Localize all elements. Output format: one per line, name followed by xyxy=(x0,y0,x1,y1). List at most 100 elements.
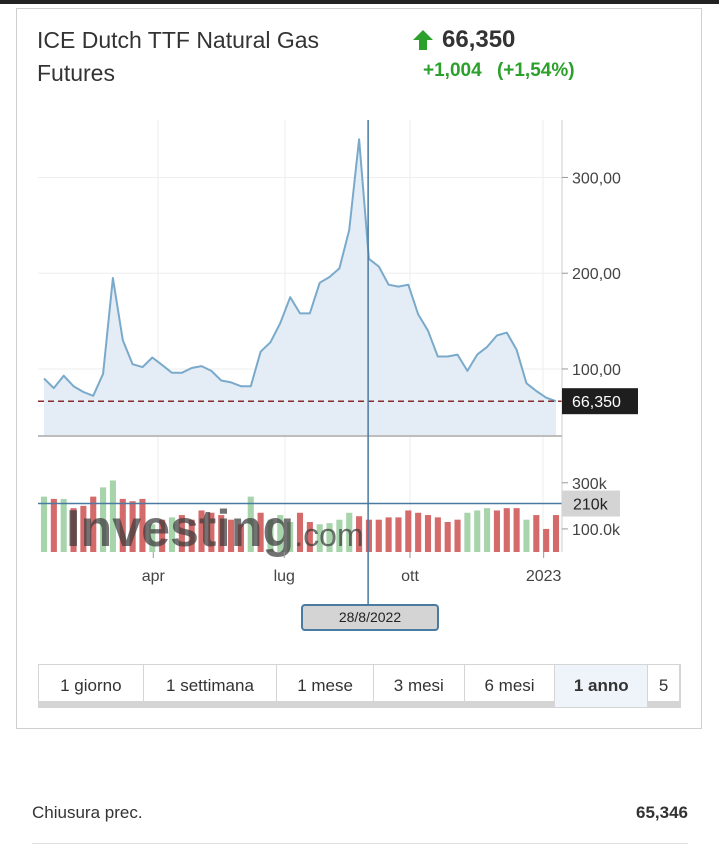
volume-bar xyxy=(513,508,520,552)
volume-bar xyxy=(129,501,136,552)
volume-bar xyxy=(90,496,97,552)
last-price: 66,350 xyxy=(442,26,516,53)
range-button-1-anno[interactable]: 1 anno xyxy=(555,665,649,707)
range-button-underline xyxy=(464,701,555,707)
range-button-label: 1 mese xyxy=(297,676,353,695)
price-tick-label: 200,00 xyxy=(572,266,621,283)
volume-bar xyxy=(454,519,461,552)
volume-bar xyxy=(247,496,254,552)
volume-bar xyxy=(257,512,264,552)
volume-bar xyxy=(385,517,392,552)
volume-bar xyxy=(523,519,530,552)
volume-bar xyxy=(188,519,195,552)
range-button-1-mese[interactable]: 1 mese xyxy=(277,665,374,707)
volume-bar xyxy=(287,522,294,552)
volume-bar xyxy=(198,510,205,552)
watermark-text: Investing xyxy=(66,500,294,558)
price-chart[interactable]: Investing.com 300,00 200,00 100,00 66,350 300… xyxy=(0,0,719,650)
volume-bar xyxy=(139,498,146,552)
range-button-label: 1 anno xyxy=(573,676,629,695)
volume-bar xyxy=(277,515,284,552)
prev-close-label: Chiusura prec. xyxy=(32,803,143,822)
range-button-label: 3 mesi xyxy=(393,676,444,695)
last-price-tag xyxy=(562,388,638,415)
x-tick-label: apr xyxy=(142,568,166,585)
x-tick-label: lug xyxy=(274,568,295,585)
range-button-label: 1 settimana xyxy=(166,676,254,695)
volume-bar xyxy=(60,498,67,552)
volume-bar xyxy=(326,523,333,552)
volume-bar xyxy=(168,517,176,552)
volume-bar xyxy=(434,517,441,552)
volume-marker-tag xyxy=(562,490,620,517)
range-button-underline xyxy=(648,701,679,707)
volume-bar xyxy=(218,515,225,552)
volume-bar xyxy=(267,519,274,552)
volume-bar xyxy=(484,508,491,552)
volume-bar xyxy=(70,508,77,552)
volume-bar xyxy=(228,519,235,552)
range-button-underline xyxy=(143,701,277,707)
volume-bar xyxy=(316,524,323,552)
range-button-1-giorno[interactable]: 1 giorno xyxy=(39,665,144,707)
volume-bar xyxy=(100,487,107,552)
volume-bar xyxy=(149,524,156,552)
price-change: +1,004 (+1,54%) xyxy=(423,60,575,82)
change-value: +1,004 xyxy=(423,60,482,81)
price-tick-label: 300,00 xyxy=(572,170,621,187)
volume-bar xyxy=(415,512,422,552)
range-button-underline xyxy=(277,701,373,707)
range-button-3-mesi[interactable]: 3 mesi xyxy=(373,665,465,707)
volume-bar xyxy=(208,512,215,552)
prev-close-value: 65,346 xyxy=(636,803,688,822)
volume-tick-label: 300k xyxy=(572,476,608,493)
volume-bar xyxy=(424,515,432,552)
crosshair-date-label: 28/8/2022 xyxy=(301,604,439,631)
volume-bar xyxy=(503,508,510,552)
x-tick-label: ott xyxy=(401,568,419,585)
watermark-logo: Investing.com xyxy=(66,500,364,558)
volume-bar xyxy=(109,480,116,552)
volume-tick-label: 100.0k xyxy=(572,522,621,539)
volume-bar xyxy=(178,515,185,552)
range-button-underline xyxy=(39,701,143,707)
last-price-tag-label: 66,350 xyxy=(572,394,621,411)
range-button-label: 1 giorno xyxy=(60,676,122,695)
range-button-underline xyxy=(555,701,648,707)
volume-bar xyxy=(405,510,412,552)
volume-bar xyxy=(50,498,57,552)
range-button-5[interactable]: 5 xyxy=(648,665,680,707)
range-selector: 1 giorno 1 settimana 1 mese 3 mesi 6 mesi 1 a… xyxy=(38,664,681,708)
volume-bar xyxy=(543,528,550,552)
volume-bar xyxy=(119,498,126,552)
volume-bar xyxy=(464,512,471,552)
instrument-title: ICE Dutch TTF Natural Gas Futures xyxy=(37,27,320,86)
volume-bar xyxy=(356,516,363,552)
volume-bar xyxy=(375,519,382,552)
range-button-6-mesi[interactable]: 6 mesi xyxy=(464,665,556,707)
volume-marker-tag-label: 210k xyxy=(573,497,609,514)
volume-bar xyxy=(444,522,451,552)
range-button-label: 6 mesi xyxy=(484,676,535,695)
volume-bar xyxy=(365,519,372,552)
price-line xyxy=(43,138,557,403)
volume-bar xyxy=(474,510,481,552)
volume-bar xyxy=(40,496,48,552)
range-button-1-settimana[interactable]: 1 settimana xyxy=(143,665,278,707)
volume-bar xyxy=(80,505,87,552)
prev-close-row: Chiusura prec. 65,346 xyxy=(32,803,688,827)
volume-bar xyxy=(306,522,313,552)
range-button-underline xyxy=(373,701,464,707)
volume-bar xyxy=(346,512,353,552)
price-area xyxy=(44,139,556,436)
volume-bar xyxy=(296,512,304,552)
watermark-suffix: .com xyxy=(294,517,363,553)
range-button-label: 5 xyxy=(658,676,669,695)
x-tick-label: 2023 xyxy=(526,568,562,585)
arrow-up-icon xyxy=(413,30,433,50)
volume-bar xyxy=(552,515,560,552)
change-percent: (+1,54%) xyxy=(496,60,575,81)
price-row: 66,350 xyxy=(412,26,515,54)
volume-bar xyxy=(159,519,166,552)
price-tick-label: 100,00 xyxy=(572,362,621,379)
